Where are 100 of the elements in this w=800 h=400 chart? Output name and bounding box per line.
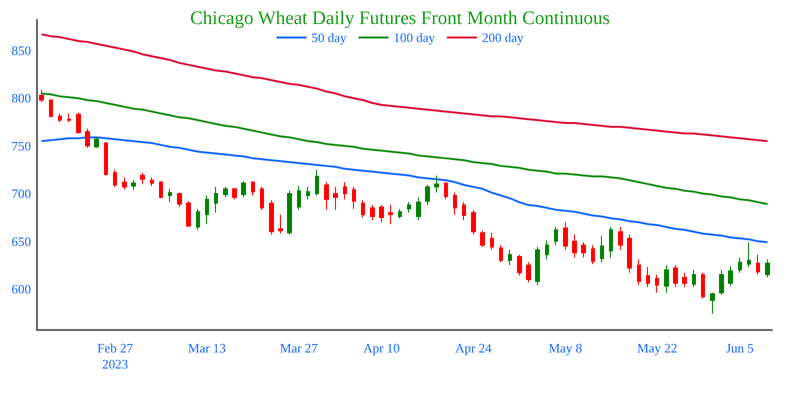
candlestick bbox=[241, 180, 246, 198]
candlestick bbox=[232, 187, 237, 200]
candlestick bbox=[140, 172, 145, 185]
y-tick-label: 750 bbox=[12, 138, 31, 154]
candlestick bbox=[535, 246, 540, 286]
candlestick bbox=[223, 186, 228, 198]
x-tick-label: Mar 13 bbox=[188, 340, 226, 356]
candlestick bbox=[600, 235, 604, 263]
candlestick bbox=[297, 185, 301, 210]
candlestick bbox=[370, 204, 375, 221]
y-tick-label: 800 bbox=[12, 90, 31, 106]
candlestick bbox=[260, 186, 264, 210]
candlestick bbox=[177, 192, 182, 208]
candlestick bbox=[324, 182, 329, 210]
candlestick bbox=[471, 209, 476, 236]
candlestick bbox=[122, 176, 127, 190]
candlestick bbox=[747, 242, 751, 268]
candlestick bbox=[563, 222, 568, 250]
candlestick bbox=[581, 242, 586, 258]
candlestick bbox=[655, 274, 659, 294]
candlestick bbox=[388, 204, 393, 225]
candlestick bbox=[701, 272, 705, 300]
candlestick bbox=[490, 232, 494, 250]
candlestick bbox=[306, 186, 310, 200]
legend-label: 100 day bbox=[393, 30, 436, 45]
y-tick-label: 700 bbox=[12, 186, 31, 202]
candlestick bbox=[269, 200, 274, 236]
candlestick bbox=[453, 192, 457, 216]
candlestick bbox=[39, 89, 44, 103]
y-tick-label: 650 bbox=[12, 234, 31, 249]
candlestick bbox=[49, 98, 53, 118]
x-tick-label: May 22 bbox=[637, 340, 678, 356]
candlestick bbox=[343, 182, 347, 200]
candlestick bbox=[104, 142, 108, 176]
candlestick bbox=[499, 244, 503, 263]
x-tick-label: May 8 bbox=[548, 340, 582, 356]
candlestick bbox=[444, 182, 448, 200]
candlestick bbox=[407, 202, 411, 214]
candlestick bbox=[637, 258, 641, 286]
candlestick bbox=[416, 196, 421, 221]
candlestick bbox=[398, 208, 402, 219]
candlestick bbox=[719, 269, 724, 296]
x-tick-label: Apr 10 bbox=[363, 340, 400, 356]
candlestick bbox=[682, 272, 687, 288]
candlestick bbox=[738, 257, 742, 274]
candlestick bbox=[315, 169, 319, 196]
candlestick bbox=[664, 264, 669, 294]
x-tick-label: Jun 5 bbox=[726, 340, 754, 356]
candlestick bbox=[379, 204, 384, 223]
y-tick-label: 600 bbox=[12, 281, 31, 296]
candlestick bbox=[609, 226, 613, 258]
candlestick bbox=[205, 195, 209, 225]
x-tick-label: Feb 27 2023 bbox=[97, 340, 134, 372]
candlestick bbox=[765, 258, 770, 278]
candlestick bbox=[113, 169, 117, 188]
y-tick-label: 850 bbox=[12, 43, 31, 58]
line-series bbox=[40, 136, 768, 244]
candlestick bbox=[462, 202, 466, 221]
candlestick bbox=[94, 136, 99, 148]
candlestick bbox=[517, 254, 522, 276]
line-series bbox=[40, 33, 768, 142]
candlestick bbox=[186, 200, 191, 228]
candlestick bbox=[646, 266, 650, 288]
candlestick bbox=[67, 112, 71, 123]
candlestick bbox=[214, 186, 218, 214]
candlestick bbox=[333, 186, 338, 210]
candlestick bbox=[131, 180, 136, 190]
candlestick bbox=[756, 254, 760, 276]
legend-label: 50 day bbox=[311, 30, 347, 45]
candlestick bbox=[251, 180, 255, 196]
candlestick bbox=[526, 262, 531, 283]
candlestick bbox=[168, 188, 172, 203]
candlestick bbox=[591, 244, 595, 265]
chart-title: Chicago Wheat Daily Futures Front Month Continuous bbox=[190, 8, 610, 29]
candlestick bbox=[618, 226, 623, 250]
candlestick bbox=[58, 112, 62, 123]
candlestick bbox=[572, 234, 577, 258]
candlestick bbox=[627, 234, 632, 274]
candlestick bbox=[85, 128, 90, 148]
candlestick bbox=[673, 264, 678, 288]
x-tick-label: Apr 24 bbox=[455, 340, 492, 356]
candlestick bbox=[480, 230, 485, 248]
candlestick bbox=[508, 249, 512, 266]
candlestick bbox=[278, 214, 283, 234]
x-tick-label: Mar 27 bbox=[280, 340, 318, 356]
candlestick bbox=[361, 200, 365, 218]
candlestick bbox=[434, 174, 439, 194]
candlestick bbox=[196, 208, 200, 230]
candlestick bbox=[728, 266, 733, 287]
candlestick bbox=[159, 180, 163, 199]
candlestick bbox=[287, 190, 292, 236]
candlestick bbox=[425, 184, 430, 206]
candlestick bbox=[352, 186, 356, 210]
candlestick bbox=[545, 240, 549, 260]
candlestick bbox=[150, 176, 154, 186]
line-series bbox=[40, 92, 768, 206]
legend-label: 200 day bbox=[482, 30, 524, 45]
candlestick bbox=[554, 226, 558, 246]
candlestick bbox=[76, 112, 81, 134]
candlestick bbox=[692, 269, 696, 288]
